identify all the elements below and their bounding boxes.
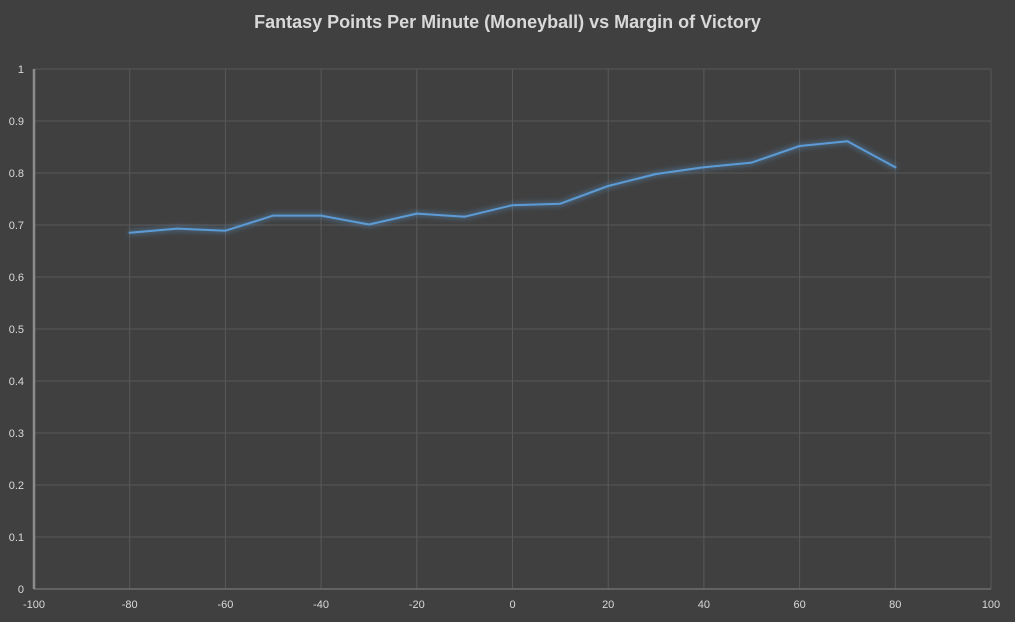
x-tick-label: 0 bbox=[509, 599, 515, 611]
data-point bbox=[320, 214, 323, 217]
data-point bbox=[224, 229, 227, 232]
data-point bbox=[798, 144, 801, 147]
data-point bbox=[511, 204, 514, 207]
y-tick-label: 0.1 bbox=[9, 532, 24, 544]
data-point bbox=[272, 214, 275, 217]
x-tick-label: -60 bbox=[217, 599, 233, 611]
x-tick-label: -40 bbox=[313, 599, 329, 611]
x-tick-label: 100 bbox=[982, 599, 1000, 611]
data-point bbox=[176, 227, 179, 230]
x-tick-label: 20 bbox=[602, 599, 614, 611]
x-tick-label: 40 bbox=[698, 599, 710, 611]
data-point bbox=[128, 231, 131, 234]
data-point bbox=[894, 166, 897, 169]
data-point bbox=[367, 223, 370, 226]
x-tick-label: -100 bbox=[23, 599, 45, 611]
data-point bbox=[750, 161, 753, 164]
chart-title: Fantasy Points Per Minute (Moneyball) vs… bbox=[254, 12, 761, 32]
y-tick-label: 0.3 bbox=[9, 428, 24, 440]
y-tick-label: 0.9 bbox=[9, 116, 24, 128]
data-point bbox=[607, 185, 610, 187]
y-tick-label: 0.5 bbox=[9, 324, 24, 336]
y-tick-label: 1 bbox=[18, 64, 24, 76]
series-layer bbox=[128, 140, 897, 234]
axes bbox=[32, 69, 991, 590]
data-point bbox=[463, 215, 466, 218]
y-tick-label: 0 bbox=[18, 584, 24, 596]
tick-labels: 0 0.1 0.2 0.3 0.4 0.5 0.6 0.7 0.8 0.9 1 -100 -80 -60 -… bbox=[9, 64, 1000, 611]
data-point bbox=[655, 173, 658, 176]
x-tick-label: -80 bbox=[122, 599, 138, 611]
data-point bbox=[702, 166, 705, 169]
data-point bbox=[559, 202, 562, 205]
x-tick-label: 80 bbox=[889, 599, 901, 611]
y-tick-label: 0.7 bbox=[9, 220, 24, 232]
y-tick-label: 0.2 bbox=[9, 480, 24, 492]
y-tick-label: 0.6 bbox=[9, 272, 24, 284]
data-point bbox=[846, 140, 849, 143]
x-tick-label: -20 bbox=[409, 599, 425, 611]
y-tick-label: 0.4 bbox=[9, 376, 24, 388]
y-tick-label: 0.8 bbox=[9, 168, 24, 180]
x-tick-label: 60 bbox=[793, 599, 805, 611]
data-point bbox=[415, 212, 418, 215]
gridlines bbox=[34, 68, 992, 589]
